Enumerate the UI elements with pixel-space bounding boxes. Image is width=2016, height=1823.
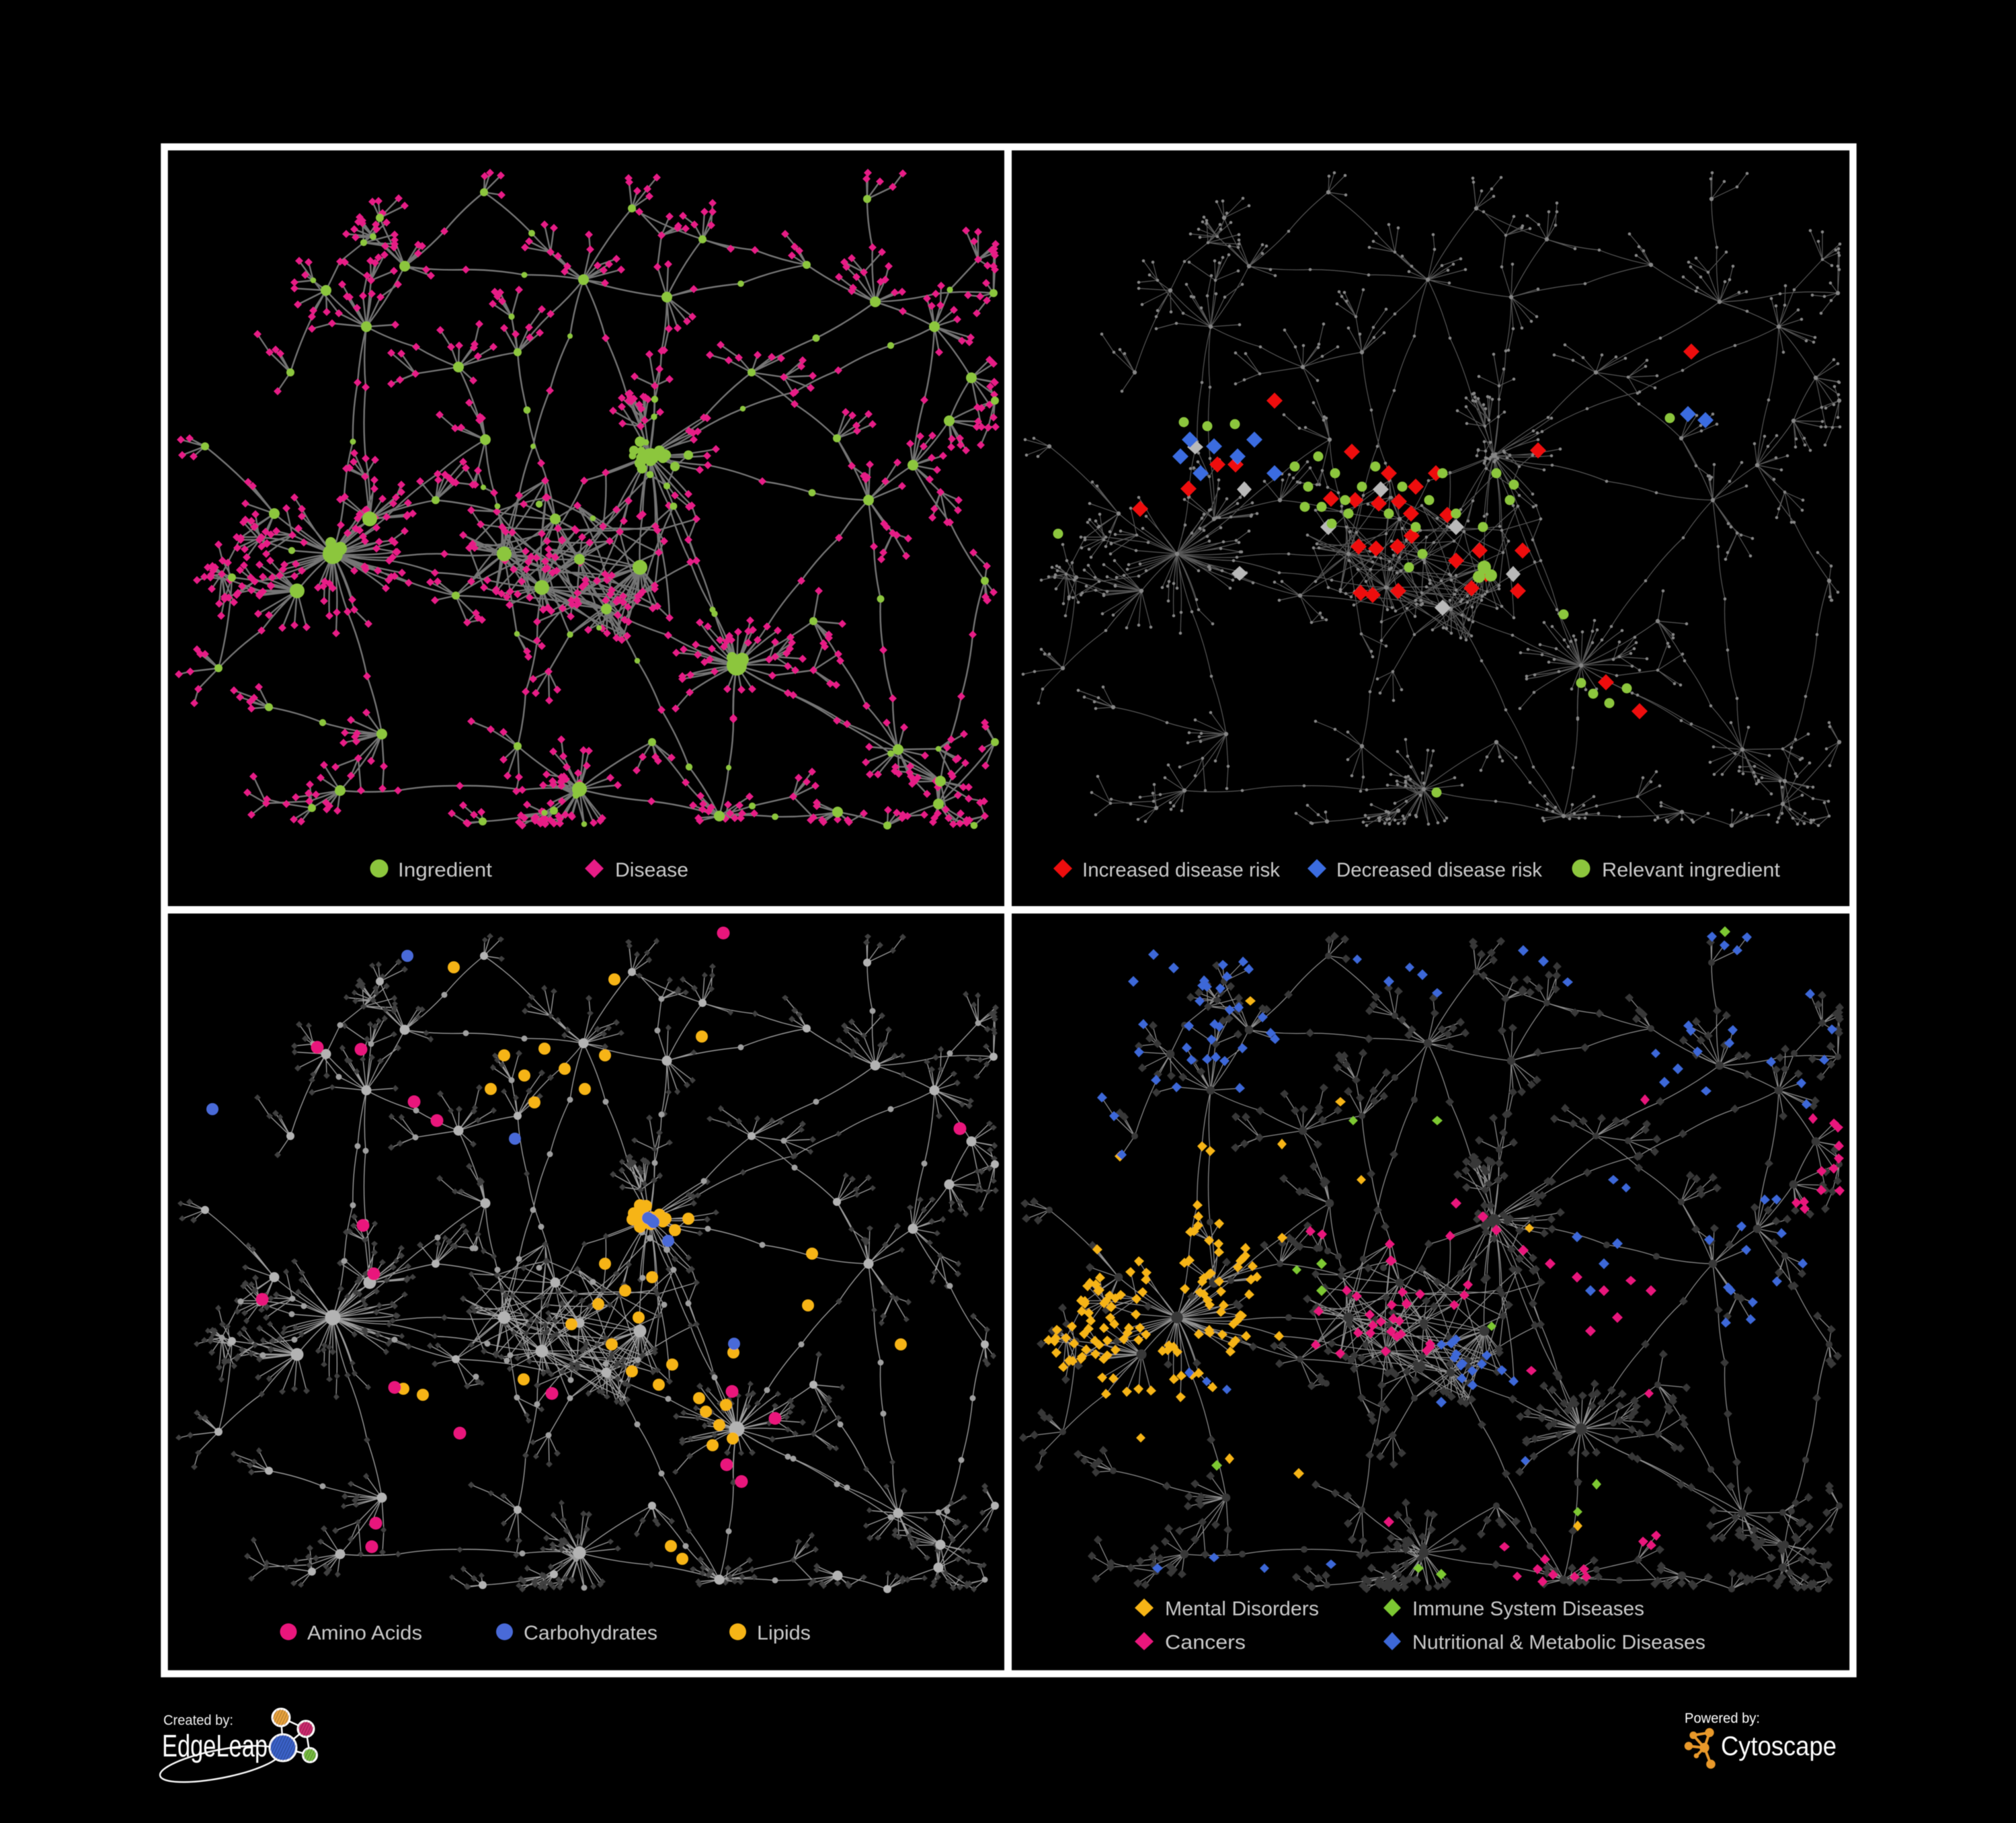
svg-text:Lipids: Lipids bbox=[757, 1622, 811, 1644]
svg-text:Created by:: Created by: bbox=[163, 1713, 233, 1728]
svg-text:Decreased disease risk: Decreased disease risk bbox=[1336, 859, 1543, 881]
svg-text:Ingredient: Ingredient bbox=[398, 859, 493, 881]
svg-text:EdgeLeap: EdgeLeap bbox=[162, 1728, 268, 1763]
svg-text:Mental Disorders: Mental Disorders bbox=[1165, 1598, 1319, 1620]
svg-text:Increased disease risk: Increased disease risk bbox=[1082, 859, 1281, 881]
svg-text:Disease: Disease bbox=[615, 859, 688, 881]
svg-text:Powered by:: Powered by: bbox=[1685, 1711, 1760, 1726]
svg-text:Cytoscape: Cytoscape bbox=[1721, 1732, 1837, 1761]
svg-text:Cancers: Cancers bbox=[1165, 1631, 1246, 1654]
svg-text:Amino Acids: Amino Acids bbox=[307, 1622, 422, 1644]
svg-text:Relevant ingredient: Relevant ingredient bbox=[1602, 859, 1781, 881]
svg-text:Carbohydrates: Carbohydrates bbox=[524, 1622, 657, 1644]
svg-text:Nutritional & Metabolic Diseas: Nutritional & Metabolic Diseases bbox=[1412, 1631, 1705, 1654]
svg-text:Immune System Diseases: Immune System Diseases bbox=[1412, 1598, 1644, 1620]
